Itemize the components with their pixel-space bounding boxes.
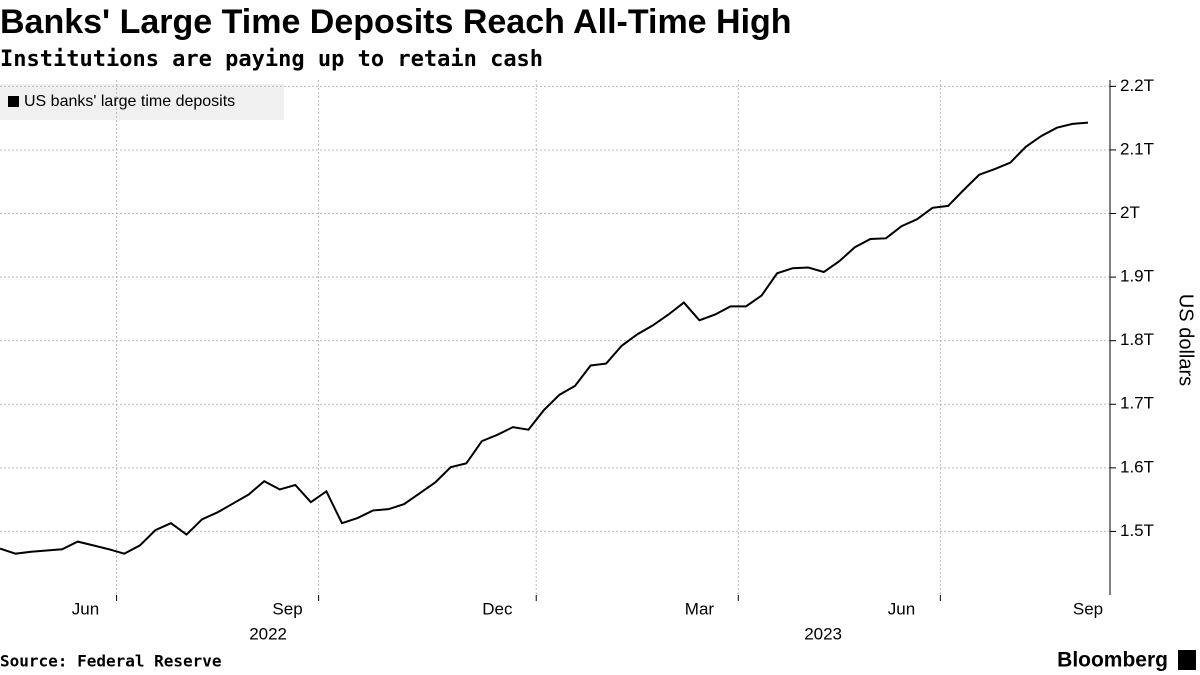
x-tick-label: Sep — [272, 599, 302, 618]
y-tick-label: 1.6T — [1120, 457, 1154, 476]
legend-swatch — [8, 96, 19, 107]
y-axis-title: US dollars — [1175, 294, 1197, 386]
legend-box — [0, 84, 284, 120]
legend-label: US banks' large time deposits — [24, 93, 235, 110]
x-tick-label: Dec — [482, 599, 513, 618]
x-tick-label: Mar — [685, 599, 715, 618]
brand: Bloomberg — [1057, 649, 1168, 672]
x-tick-label: Jun — [72, 599, 99, 618]
x-tick-label: Sep — [1073, 599, 1103, 618]
y-tick-label: 1.9T — [1120, 267, 1154, 286]
x-group-label: 2022 — [249, 624, 287, 643]
x-group-label: 2023 — [804, 624, 842, 643]
source: Source: Federal Reserve — [0, 652, 222, 671]
chart-subtitle: Institutions are paying up to retain cas… — [0, 47, 543, 72]
y-tick-label: 1.8T — [1120, 330, 1154, 349]
brand-icon — [1178, 650, 1196, 670]
chart-title: Banks' Large Time Deposits Reach All-Tim… — [0, 3, 792, 41]
line — [0, 121, 1089, 555]
y-tick-label: 2.1T — [1120, 139, 1154, 158]
x-tick-label: Jun — [888, 599, 915, 618]
y-tick-label: 2.2T — [1120, 76, 1154, 95]
y-tick-label: 2T — [1120, 203, 1140, 222]
y-tick-label: 1.5T — [1120, 521, 1154, 540]
y-tick-label: 1.7T — [1120, 394, 1154, 413]
